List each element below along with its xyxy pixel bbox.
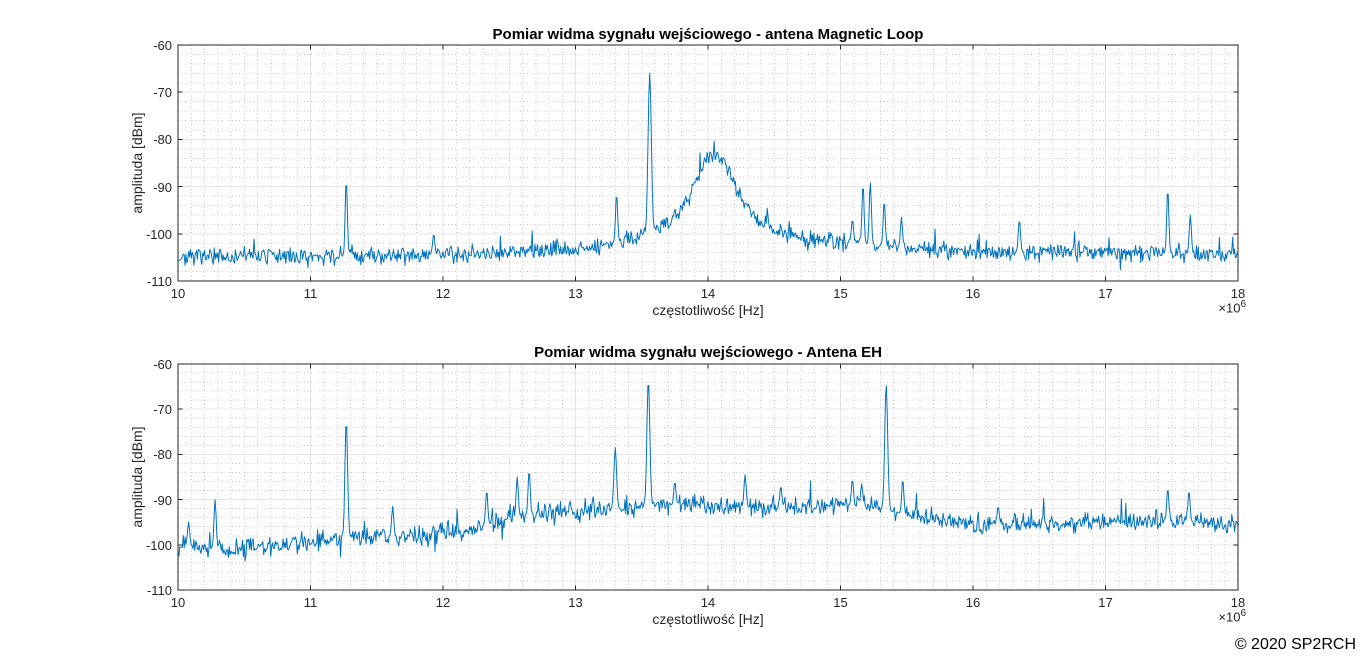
x-tick-label: 14 (700, 595, 716, 610)
x-tick-label: 10 (170, 595, 186, 610)
chart2-y-axis-label: amplituda [dBm] (129, 426, 145, 528)
y-tick-label: -60 (153, 357, 172, 372)
x-tick-label: 18 (1230, 286, 1246, 301)
y-tick-label: -90 (153, 492, 172, 508)
x-tick-label: 12 (435, 595, 451, 610)
chart1-x-axis-label: częstotliwość [Hz] (652, 302, 764, 318)
axes-box (177, 363, 1239, 591)
y-tick-label: -110 (146, 583, 172, 598)
chart-1 (177, 44, 1239, 282)
axes-box (177, 44, 1239, 282)
chart1-title: Pomiar widma sygnału wejściowego - anten… (492, 26, 924, 43)
y-tick-label: -110 (146, 274, 172, 289)
chart2-x-axis-label: częstotliwość [Hz] (652, 611, 764, 627)
y-tick-label: -70 (153, 402, 172, 418)
y-tick-label: -90 (153, 179, 172, 195)
chart1-x-exponent: ×106 (1218, 299, 1246, 316)
y-tick-label: -80 (153, 447, 172, 463)
x-tick-label: 13 (568, 595, 583, 610)
x-tick-label: 15 (833, 286, 848, 301)
y-tick-label: -60 (153, 38, 172, 53)
spectrum-trace (177, 385, 1239, 562)
spectrum-trace (177, 72, 1239, 271)
y-tick-label: -100 (145, 226, 172, 242)
grid-major (178, 45, 1238, 281)
chart2-x-exponent: ×106 (1218, 608, 1246, 625)
grid-major (178, 364, 1238, 590)
x-tick-label: 16 (965, 595, 981, 610)
chart1-y-axis-label: amplituda [dBm] (129, 112, 145, 214)
y-tick-label: -80 (153, 132, 172, 148)
x-tick-label: 17 (1098, 286, 1113, 301)
y-tick-label: -70 (153, 85, 172, 101)
chart2-title: Pomiar widma sygnału wejściowego - Anten… (534, 344, 882, 361)
copyright-text: © 2020 SP2RCH (1234, 636, 1356, 653)
chart-2 (177, 363, 1239, 591)
x-tick-label: 15 (833, 595, 848, 610)
x-tick-label: 17 (1098, 595, 1113, 610)
x-tick-label: 10 (170, 286, 186, 301)
x-tick-label: 14 (700, 286, 716, 301)
x-tick-label: 11 (303, 595, 318, 610)
y-tick-label: -100 (145, 537, 172, 553)
x-tick-label: 18 (1230, 595, 1246, 610)
x-tick-label: 11 (303, 286, 318, 301)
x-tick-label: 13 (568, 286, 583, 301)
x-tick-label: 16 (965, 286, 981, 301)
x-tick-label: 12 (435, 286, 451, 301)
